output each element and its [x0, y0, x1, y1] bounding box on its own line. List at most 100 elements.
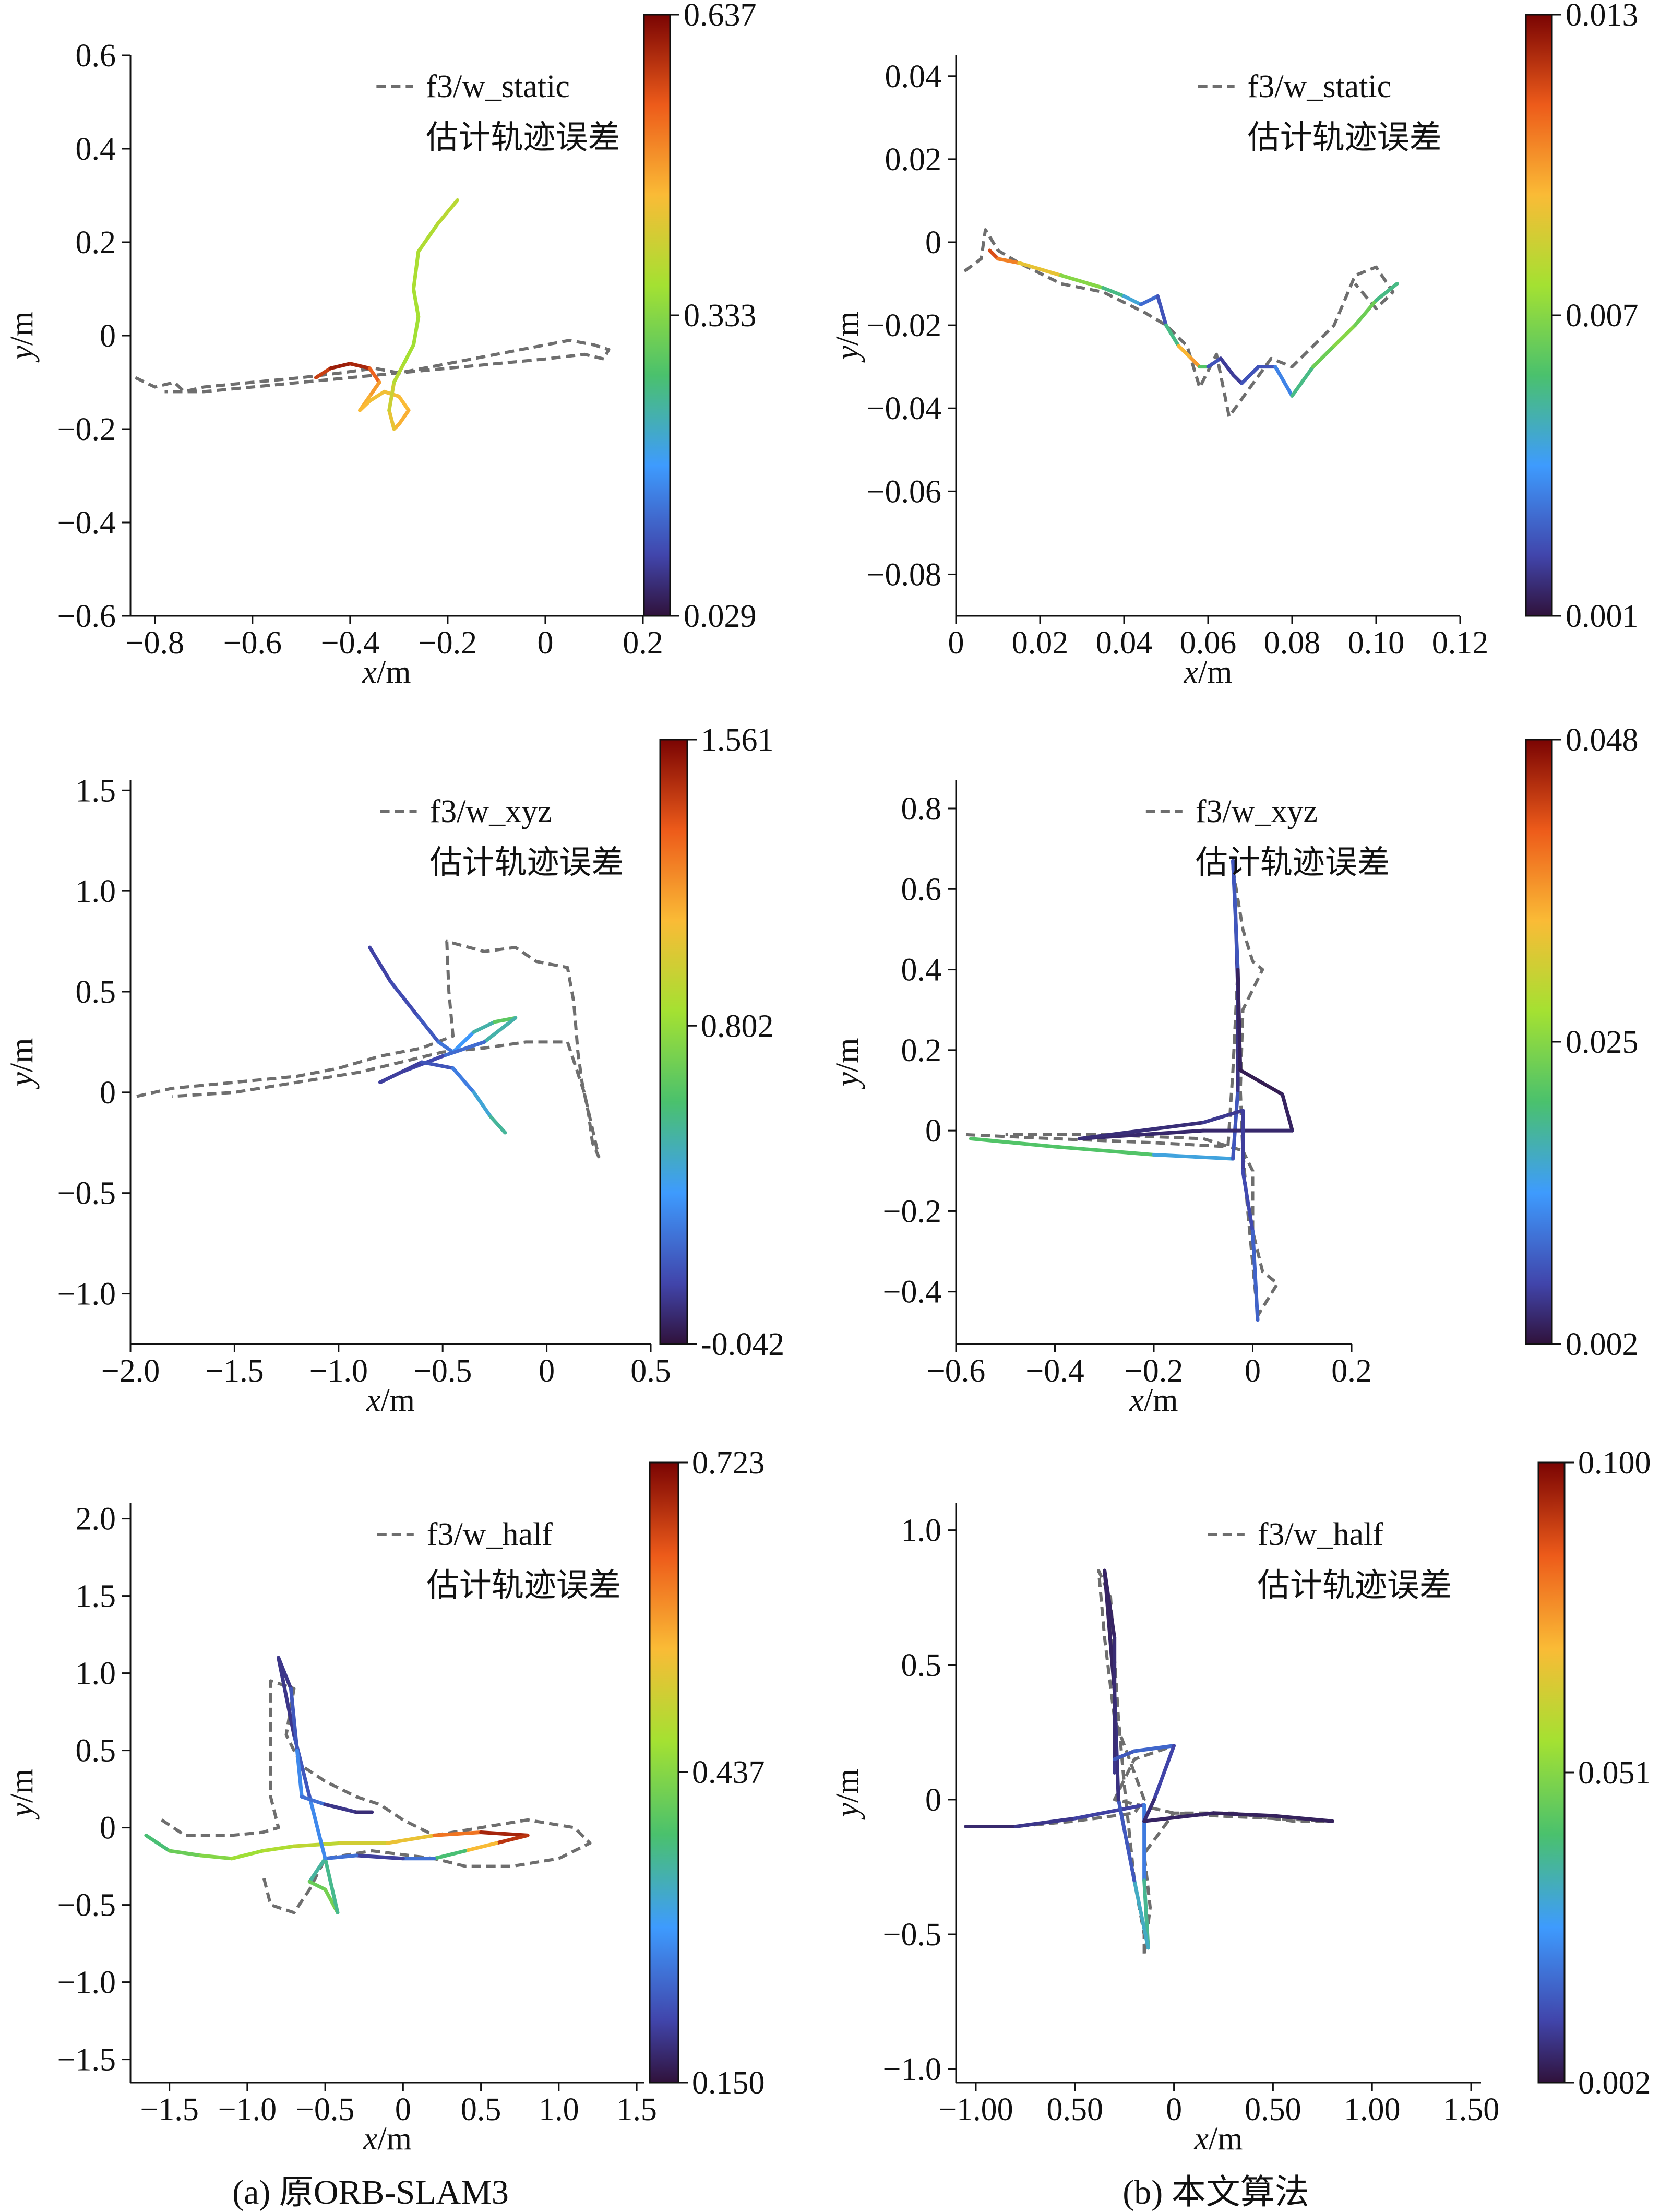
x-tick-label: −0.4: [321, 625, 379, 661]
colorbar-tick-label: 0.437: [692, 1755, 765, 1790]
x-axis-label-unit: /m: [377, 655, 411, 690]
y-tick-label: −0.4: [883, 1275, 941, 1310]
trajectory-segment: [358, 399, 372, 412]
estimated-trajectory: [987, 248, 1399, 398]
x-tick-label: 0.02: [1012, 625, 1069, 661]
y-axis-label: y/m: [4, 1038, 40, 1090]
estimated-trajectory: [314, 198, 460, 431]
trajectory-segment: [415, 1014, 440, 1044]
x-tick-label: 1.00: [1344, 2092, 1401, 2127]
x-axis-label: x/m: [1194, 2121, 1243, 2157]
trajectory-segment: [1212, 1811, 1275, 1818]
y-axis-label: y/m: [830, 312, 865, 363]
x-tick-label: 0: [1245, 1353, 1261, 1389]
x-tick-label: 0: [537, 625, 553, 661]
trajectory-segment: [451, 1066, 476, 1095]
colorbar: [1525, 739, 1553, 1345]
x-axis-label-unit: /m: [1144, 1383, 1178, 1418]
x-axis-label-var: x: [363, 2121, 378, 2157]
trajectory-segment: [1017, 261, 1063, 278]
reference-trajectory: [976, 1569, 1334, 1958]
y-tick-label: −1.0: [57, 1277, 116, 1312]
trajectory-segment: [277, 1656, 293, 1691]
trajectory-segment: [261, 1844, 296, 1853]
trajectory-segment: [1273, 365, 1294, 398]
trajectory-segment: [1139, 294, 1160, 306]
trajectory-segment: [1078, 1121, 1205, 1141]
x-axis-label-unit: /m: [378, 2121, 412, 2157]
y-axis-label: y/m: [4, 312, 40, 363]
y-tick-label: −0.02: [867, 308, 941, 343]
trajectory-segment: [328, 362, 352, 371]
y-tick-label: 0.5: [76, 1733, 116, 1769]
legend-reference-label: f3/w_static: [426, 69, 570, 104]
trajectory-segment: [300, 1794, 327, 1806]
trajectory-segment: [387, 408, 396, 431]
y-axis-label-unit: /m: [4, 312, 40, 346]
trajectory-segment: [987, 248, 1000, 261]
y-tick-label: 0.04: [885, 59, 942, 94]
trajectory-segment: [1311, 344, 1336, 369]
trajectory-segment: [1142, 1798, 1156, 1823]
estimated-trajectory: [144, 1656, 530, 1914]
x-tick-label: 0.06: [1180, 625, 1237, 661]
trajectory-segment: [411, 287, 421, 319]
trajectory-segment: [307, 1857, 327, 1884]
y-axis-label: y/m: [830, 1038, 865, 1090]
x-tick-label: −0.5: [413, 1353, 472, 1389]
trajectory-segment: [479, 1830, 530, 1837]
trajectory-segment: [323, 1857, 340, 1914]
reference-trajectory: [963, 228, 1395, 419]
colorbar-tick-label: 0.333: [684, 298, 757, 334]
y-tick-label: −0.08: [867, 557, 941, 592]
x-axis-label-var: x: [1184, 655, 1199, 690]
legend-reference-label: f3/w_xyz: [430, 794, 552, 829]
trajectory-segment: [378, 1060, 424, 1085]
trajectory-segment: [1374, 282, 1399, 302]
trajectory-segment: [1219, 356, 1235, 377]
y-tick-label: 0: [100, 1075, 116, 1111]
trajectory-segment: [1231, 373, 1244, 385]
trajectory-segment: [411, 315, 421, 347]
x-tick-label: −1.5: [205, 1353, 264, 1389]
x-tick-label: −0.5: [296, 2092, 354, 2127]
trajectory-segment: [1290, 365, 1315, 398]
panel-b-static: 0 0.02 0.04 0.06 0.08 0.10 0.12 −0.08 −0.06 −0.04…: [830, 0, 1639, 690]
trajectory-segment: [436, 198, 460, 225]
x-tick-label: 0.08: [1264, 625, 1321, 661]
x-tick-label: −1.5: [140, 2092, 198, 2127]
trajectory-segment: [354, 1853, 405, 1861]
trajectory-segment: [1177, 344, 1193, 361]
y-tick-label: 0: [925, 1113, 941, 1149]
x-tick-label: −0.2: [419, 625, 477, 661]
x-tick-label: 0.50: [1047, 2092, 1104, 2127]
y-axis-label-var: y: [4, 1802, 40, 1820]
caption-b: (b) 本文算法: [1122, 2173, 1309, 2211]
x-tick-label: −0.4: [1025, 1353, 1084, 1389]
x-axis-label: x/m: [363, 2121, 412, 2157]
x-axis-label-unit: /m: [381, 1383, 415, 1418]
trajectory-segment: [494, 1833, 530, 1845]
colorbar: [659, 739, 688, 1345]
trajectory-segment: [397, 408, 411, 426]
trajectory-segment: [1239, 365, 1261, 385]
x-axis-label-unit: /m: [1209, 2121, 1243, 2157]
trajectory-segment: [198, 1853, 234, 1861]
trajectory-segment: [292, 1841, 343, 1848]
panel-a-half: −1.5 −1.0 −0.5 0 0.5 1.0 1.5 −1.5 −1.0 −0.5 0 0.5 1.…: [4, 1445, 765, 2157]
trajectory-segment: [1152, 1744, 1176, 1802]
trajectory-segment: [295, 1749, 304, 1799]
y-tick-label: 0: [100, 1811, 116, 1846]
y-tick-label: 1.0: [76, 1656, 116, 1692]
trajectory-segment: [367, 380, 381, 398]
reference-trajectory: [965, 867, 1279, 1317]
reference-trajectory: [136, 939, 601, 1159]
colorbar-tick-label: 0.802: [701, 1008, 774, 1044]
trajectory-segment: [277, 1656, 296, 1737]
x-tick-label: −0.8: [126, 625, 184, 661]
trajectory-segment: [436, 1040, 455, 1054]
x-axis-label: x/m: [1184, 655, 1233, 690]
y-axis-label-var: y: [830, 1802, 865, 1820]
x-tick-label: −2.0: [101, 1353, 160, 1389]
y-tick-label: 0.8: [901, 791, 942, 827]
